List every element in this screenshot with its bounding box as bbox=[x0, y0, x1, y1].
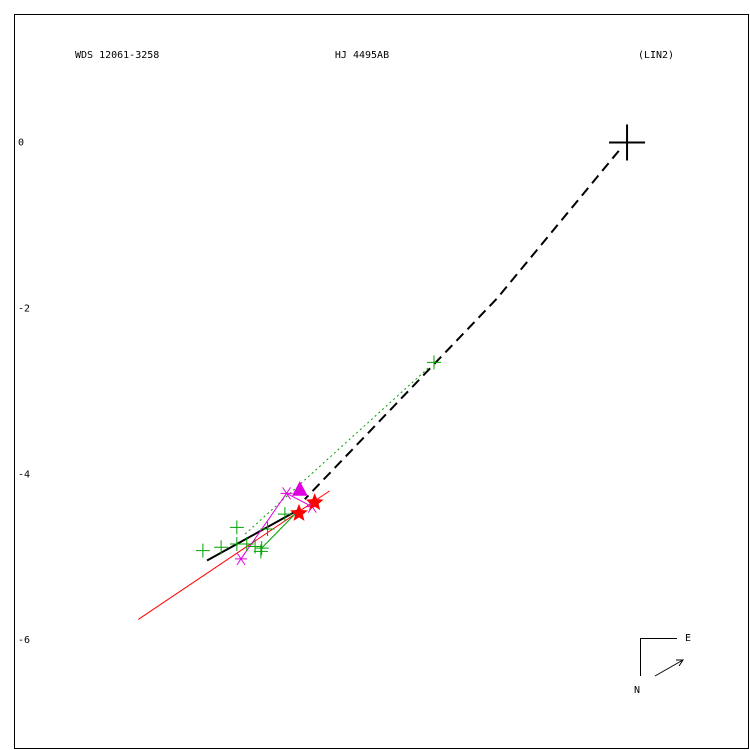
chart-title: HJ 4495AB bbox=[335, 50, 389, 61]
compass-north-label: N bbox=[634, 685, 640, 696]
y-tick-label: -2 bbox=[18, 303, 30, 314]
right-label: (LIN2) bbox=[638, 50, 674, 61]
y-tick-label: 0 bbox=[18, 138, 24, 149]
observation-point bbox=[195, 543, 210, 558]
observation-point bbox=[229, 520, 244, 535]
observation-point bbox=[427, 355, 442, 370]
observation-point bbox=[280, 487, 293, 500]
observation-point bbox=[291, 481, 308, 496]
fit-line bbox=[261, 508, 301, 549]
observation-point bbox=[254, 541, 269, 556]
observation-point bbox=[260, 522, 275, 537]
y-tick-label: -6 bbox=[18, 635, 30, 646]
compass-arrow bbox=[654, 659, 684, 677]
y-tick-label: -4 bbox=[18, 469, 30, 480]
fit-line bbox=[304, 150, 620, 500]
observation-point bbox=[305, 493, 324, 511]
compass bbox=[640, 638, 684, 677]
observation-point bbox=[277, 507, 292, 522]
observation-point bbox=[214, 540, 229, 555]
fit-line bbox=[244, 366, 430, 535]
observation-point bbox=[234, 552, 247, 566]
primary-star bbox=[609, 124, 646, 161]
left-label: WDS 12061-3258 bbox=[75, 50, 159, 61]
observation-point bbox=[239, 536, 254, 551]
observation-point bbox=[253, 544, 268, 559]
compass-east-label: E bbox=[685, 633, 691, 644]
observation-point bbox=[290, 503, 308, 521]
fit-line bbox=[206, 508, 301, 562]
plot-frame bbox=[14, 14, 749, 749]
